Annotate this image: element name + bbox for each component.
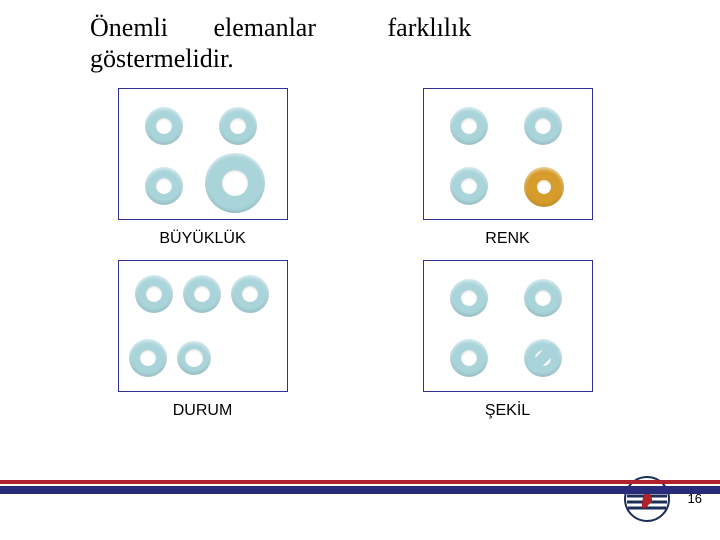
ring-icon: [231, 275, 269, 313]
heading-word-1: Önemli: [90, 13, 168, 42]
panel-renk: RENK: [400, 88, 615, 248]
ring-icon: [135, 275, 173, 313]
panel-box-sekil: [423, 260, 593, 392]
ring-icon: [205, 153, 265, 213]
ring-icon: [145, 167, 183, 205]
panels-grid: BÜYÜKLÜK RENK DURUM ŞEKİL: [95, 88, 615, 420]
ring-icon: [450, 167, 488, 205]
panel-label-durum: DURUM: [173, 402, 233, 420]
ring-icon: [450, 107, 488, 145]
ring-icon: [450, 339, 488, 377]
panel-label-renk: RENK: [485, 230, 529, 248]
slash-icon: [527, 342, 559, 374]
footer-bar: [0, 480, 720, 540]
ring-icon: [524, 107, 562, 145]
heading-word-4: göstermelidir.: [90, 44, 234, 73]
ring-icon: [145, 107, 183, 145]
ring-icon: [183, 275, 221, 313]
heading-word-3: farklılık: [388, 13, 472, 42]
panel-box-renk: [423, 88, 593, 220]
panel-label-buyukluk: BÜYÜKLÜK: [159, 230, 245, 248]
slide: Önemli elemanlar farklılık göstermelidir…: [0, 0, 720, 540]
panel-sekil: ŞEKİL: [400, 260, 615, 420]
ring-icon: [524, 339, 562, 377]
panel-durum: DURUM: [95, 260, 310, 420]
panel-buyukluk: BÜYÜKLÜK: [95, 88, 310, 248]
ring-icon: [524, 279, 562, 317]
ring-icon: [524, 167, 564, 207]
ring-icon: [177, 341, 211, 375]
footer-line-blue: [0, 486, 720, 494]
slide-heading: Önemli elemanlar farklılık göstermelidir…: [90, 12, 610, 74]
ring-icon: [219, 107, 257, 145]
panel-label-sekil: ŞEKİL: [485, 402, 530, 420]
ring-icon: [450, 279, 488, 317]
footer-line-red: [0, 480, 720, 484]
panel-box-buyukluk: [118, 88, 288, 220]
panel-box-durum: [118, 260, 288, 392]
ring-icon: [129, 339, 167, 377]
heading-word-2: elemanlar: [214, 13, 317, 42]
